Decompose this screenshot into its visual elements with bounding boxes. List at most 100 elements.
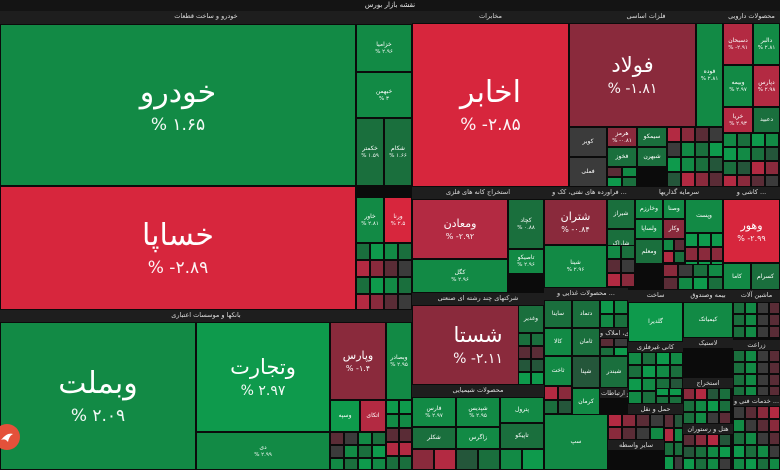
- tile-petrol[interactable]: پترول: [500, 397, 544, 423]
- unlabeled-cell[interactable]: [745, 458, 757, 470]
- unlabeled-cell[interactable]: [757, 458, 769, 470]
- unlabeled-cell[interactable]: [723, 175, 737, 187]
- unlabeled-cell[interactable]: [330, 458, 344, 470]
- unlabeled-cell[interactable]: [642, 378, 656, 391]
- unlabeled-cell[interactable]: [650, 414, 664, 427]
- sector-header-intermediaries[interactable]: سایر واسطه: [608, 440, 664, 450]
- tile-khzamia[interactable]: خزامیا% ۲.۹۶: [356, 24, 412, 72]
- sector-header-investments[interactable]: سرمایه گذاریها: [635, 187, 723, 199]
- unlabeled-cell[interactable]: [398, 260, 412, 277]
- unlabeled-cell[interactable]: [695, 400, 707, 412]
- unlabeled-cell[interactable]: [370, 294, 384, 310]
- unlabeled-cell[interactable]: [757, 350, 769, 362]
- unlabeled-cell[interactable]: [733, 419, 745, 432]
- unlabeled-cell[interactable]: [757, 374, 769, 386]
- unlabeled-cell[interactable]: [664, 428, 674, 442]
- unlabeled-cell[interactable]: [531, 359, 544, 372]
- unlabeled-cell[interactable]: [733, 314, 745, 326]
- unlabeled-cell[interactable]: [769, 362, 780, 374]
- tile-sap[interactable]: سپ: [544, 414, 608, 470]
- tile-dtmad[interactable]: دتماد: [572, 300, 600, 328]
- unlabeled-cell[interactable]: [745, 432, 757, 445]
- unlabeled-cell[interactable]: [731, 388, 733, 400]
- tile-dey[interactable]: دی% ۲.۹۹: [196, 432, 330, 470]
- tile-foodeh[interactable]: فوده% ۲.۸۱: [696, 23, 723, 127]
- unlabeled-cell[interactable]: [711, 247, 723, 261]
- unlabeled-cell[interactable]: [765, 147, 779, 161]
- unlabeled-cell[interactable]: [522, 449, 544, 470]
- unlabeled-cell[interactable]: [719, 434, 731, 446]
- unlabeled-cell[interactable]: [663, 264, 678, 277]
- unlabeled-cell[interactable]: [628, 391, 642, 404]
- sector-header-farming[interactable]: زراعت: [733, 340, 780, 350]
- unlabeled-cell[interactable]: [723, 147, 737, 161]
- unlabeled-cell[interactable]: [607, 273, 621, 287]
- unlabeled-cell[interactable]: [707, 458, 719, 470]
- unlabeled-cell[interactable]: [683, 446, 695, 458]
- unlabeled-cell[interactable]: [733, 458, 745, 470]
- unlabeled-cell[interactable]: [456, 449, 478, 470]
- unlabeled-cell[interactable]: [731, 446, 733, 458]
- tile-vpost[interactable]: وپست: [685, 199, 723, 233]
- unlabeled-cell[interactable]: [757, 432, 769, 445]
- unlabeled-cell[interactable]: [769, 419, 780, 432]
- unlabeled-cell[interactable]: [386, 428, 399, 442]
- unlabeled-cell[interactable]: [751, 133, 765, 147]
- unlabeled-cell[interactable]: [656, 365, 670, 378]
- tile-khbahman[interactable]: خبهمن% ۳: [356, 72, 412, 118]
- unlabeled-cell[interactable]: [745, 326, 757, 338]
- unlabeled-cell[interactable]: [614, 338, 628, 347]
- unlabeled-cell[interactable]: [695, 446, 707, 458]
- unlabeled-cell[interactable]: [681, 127, 695, 142]
- sector-header-transport[interactable]: حمل و نقل: [628, 404, 683, 414]
- sector-header-rubber[interactable]: لاستیک: [683, 338, 733, 348]
- sector-header-pharma[interactable]: محصولات دارویی: [723, 11, 780, 23]
- unlabeled-cell[interactable]: [757, 386, 769, 396]
- unlabeled-cell[interactable]: [664, 414, 674, 428]
- unlabeled-cell[interactable]: [711, 233, 723, 247]
- unlabeled-cell[interactable]: [719, 446, 731, 458]
- unlabeled-cell[interactable]: [733, 386, 745, 396]
- tile-vrena[interactable]: ورنا% ۲.۵: [384, 197, 412, 243]
- tile-shabharan[interactable]: شبهرن: [637, 147, 667, 167]
- unlabeled-cell[interactable]: [384, 277, 398, 294]
- sector-header-nonmetal[interactable]: کانی غیرفلزی: [628, 342, 683, 352]
- unlabeled-cell[interactable]: [737, 133, 751, 147]
- unlabeled-cell[interactable]: [558, 400, 572, 414]
- sector-header-hotels[interactable]: هتل و رستوران: [683, 424, 733, 434]
- tile-shatran[interactable]: شتران % -۰.۸۴: [544, 199, 607, 245]
- unlabeled-cell[interactable]: [733, 406, 745, 419]
- sector-header-services[interactable]: خدمات فنی و ...: [733, 396, 780, 406]
- tile-shekalar[interactable]: شکلر: [412, 427, 456, 449]
- tile-kesram[interactable]: کسرام: [751, 263, 780, 290]
- unlabeled-cell[interactable]: [614, 300, 628, 314]
- tile-vkar[interactable]: وکار: [663, 219, 685, 239]
- unlabeled-cell[interactable]: [614, 314, 628, 328]
- tile-vtejarat[interactable]: وتجارت % ۲.۹۷: [196, 322, 330, 432]
- unlabeled-cell[interactable]: [745, 445, 757, 458]
- unlabeled-cell[interactable]: [695, 157, 709, 172]
- unlabeled-cell[interactable]: [707, 388, 719, 400]
- unlabeled-cell[interactable]: [708, 277, 723, 290]
- unlabeled-cell[interactable]: [621, 245, 635, 259]
- tile-atkai[interactable]: اتکای: [360, 400, 386, 432]
- tile-volsapa[interactable]: ولساپا: [635, 219, 663, 239]
- unlabeled-cell[interactable]: [544, 400, 558, 414]
- unlabeled-cell[interactable]: [544, 386, 558, 400]
- unlabeled-cell[interactable]: [663, 251, 674, 263]
- unlabeled-cell[interactable]: [518, 372, 531, 385]
- unlabeled-cell[interactable]: [358, 445, 372, 458]
- unlabeled-cell[interactable]: [558, 386, 572, 400]
- tile-vmoalem[interactable]: ومعلم: [635, 239, 663, 264]
- tile-khsapa[interactable]: خساپا % -۲.۸۹: [0, 186, 356, 310]
- tile-fameli[interactable]: فملی: [569, 157, 607, 187]
- unlabeled-cell[interactable]: [751, 161, 765, 175]
- sector-header-construction[interactable]: ساخت: [628, 290, 683, 302]
- unlabeled-cell[interactable]: [636, 427, 650, 440]
- unlabeled-cell[interactable]: [628, 365, 642, 378]
- unlabeled-cell[interactable]: [674, 414, 683, 428]
- tile-vkharazm[interactable]: وخارزم: [635, 199, 663, 219]
- unlabeled-cell[interactable]: [344, 432, 358, 445]
- unlabeled-cell[interactable]: [664, 456, 674, 470]
- unlabeled-cell[interactable]: [614, 347, 628, 356]
